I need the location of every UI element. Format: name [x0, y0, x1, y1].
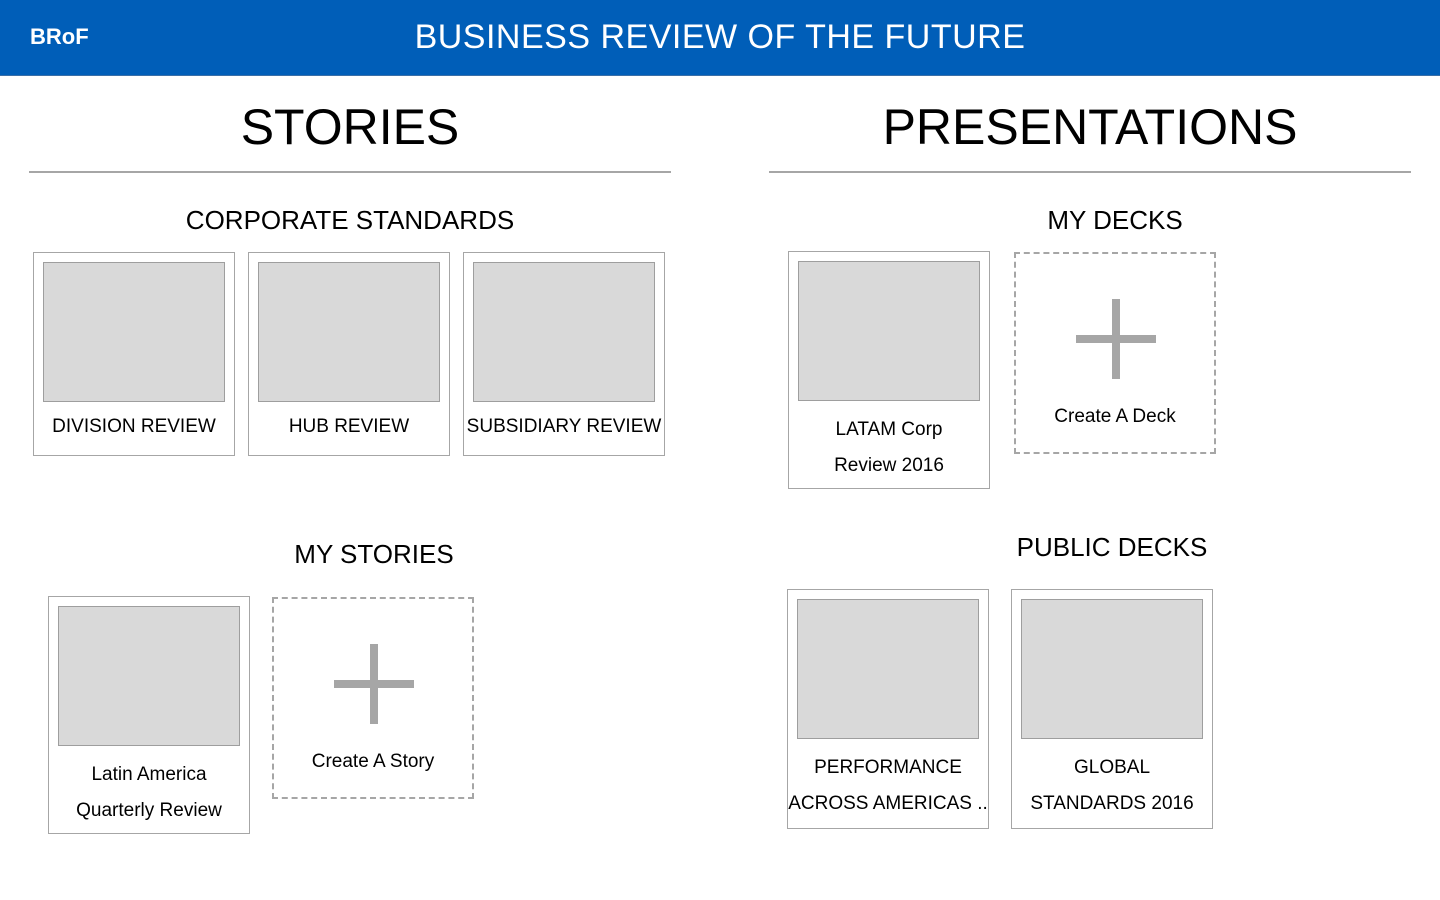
- create-deck-button[interactable]: Create A Deck: [1014, 252, 1216, 454]
- story-thumbnail: [43, 262, 225, 402]
- story-card-label: Latin America Quarterly Review: [76, 764, 222, 821]
- story-card-latin-america[interactable]: Latin America Quarterly Review: [48, 596, 250, 834]
- story-card-hub-review[interactable]: HUB REVIEW: [248, 252, 450, 456]
- create-story-label: Create A Story: [311, 751, 435, 772]
- deck-card-performance-americas[interactable]: PERFORMANCE ACROSS AMERICAS ..: [787, 589, 989, 829]
- deck-card-label: LATAM Corp Review 2016: [834, 419, 944, 476]
- create-deck-label: Create A Deck: [1054, 406, 1176, 427]
- my-stories-heading: MY STORIES: [294, 539, 454, 569]
- presentations-title: PRESENTATIONS: [882, 99, 1298, 155]
- story-card-subsidiary-review[interactable]: SUBSIDIARY REVIEW: [463, 252, 665, 456]
- deck-card-label: PERFORMANCE ACROSS AMERICAS ..: [788, 757, 988, 814]
- deck-card-latam-corp[interactable]: LATAM Corp Review 2016: [788, 251, 990, 489]
- deck-thumbnail: [1021, 599, 1203, 739]
- app-title: BUSINESS REVIEW OF THE FUTURE: [414, 18, 1026, 56]
- story-thumbnail: [473, 262, 655, 402]
- create-story-button[interactable]: Create A Story: [272, 597, 474, 799]
- corporate-standards-heading: CORPORATE STANDARDS: [185, 205, 515, 235]
- plus-icon: [1076, 299, 1156, 379]
- story-thumbnail: [58, 606, 240, 746]
- story-thumbnail: [258, 262, 440, 402]
- app-header: BRoF BUSINESS REVIEW OF THE FUTURE: [0, 0, 1440, 76]
- public-decks-heading: PUBLIC DECKS: [1016, 532, 1208, 562]
- app-logo[interactable]: BRoF: [30, 24, 89, 49]
- deck-card-global-standards[interactable]: GLOBAL STANDARDS 2016: [1011, 589, 1213, 829]
- deck-card-label: GLOBAL STANDARDS 2016: [1030, 757, 1194, 814]
- stories-divider: [29, 171, 671, 173]
- presentations-divider: [769, 171, 1411, 173]
- story-card-label: SUBSIDIARY REVIEW: [466, 416, 662, 437]
- story-card-label: DIVISION REVIEW: [52, 416, 216, 437]
- my-decks-heading: MY DECKS: [1047, 205, 1183, 235]
- story-card-label: HUB REVIEW: [288, 416, 410, 437]
- deck-thumbnail: [798, 261, 980, 401]
- stories-title: STORIES: [240, 99, 460, 155]
- story-card-division-review[interactable]: DIVISION REVIEW: [33, 252, 235, 456]
- plus-icon: [334, 644, 414, 724]
- deck-thumbnail: [797, 599, 979, 739]
